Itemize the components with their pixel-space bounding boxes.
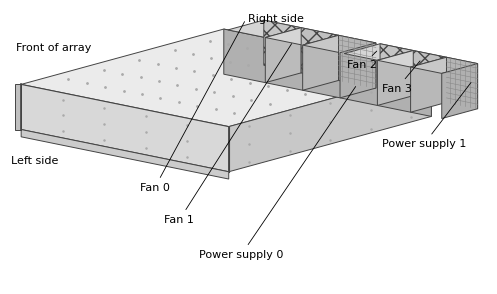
- Polygon shape: [21, 84, 229, 172]
- Polygon shape: [265, 28, 338, 45]
- Text: Fan 2: Fan 2: [347, 51, 377, 70]
- Polygon shape: [229, 71, 431, 172]
- Polygon shape: [224, 29, 431, 116]
- Polygon shape: [411, 57, 446, 112]
- Text: Fan 0: Fan 0: [140, 22, 245, 193]
- Polygon shape: [340, 43, 376, 98]
- Polygon shape: [380, 44, 414, 96]
- Text: Power supply 0: Power supply 0: [199, 86, 356, 260]
- Text: Fan 3: Fan 3: [382, 61, 420, 94]
- Polygon shape: [15, 84, 21, 130]
- Polygon shape: [446, 57, 478, 109]
- Text: Fan 1: Fan 1: [165, 44, 292, 225]
- Polygon shape: [303, 35, 338, 90]
- Polygon shape: [344, 44, 414, 60]
- Polygon shape: [21, 29, 431, 127]
- Text: Right side: Right side: [248, 14, 304, 24]
- Polygon shape: [338, 35, 376, 88]
- Polygon shape: [21, 130, 229, 179]
- Polygon shape: [265, 28, 301, 83]
- Polygon shape: [228, 20, 301, 38]
- Polygon shape: [442, 64, 478, 118]
- Polygon shape: [411, 57, 478, 74]
- Text: Left side: Left side: [11, 156, 59, 166]
- Polygon shape: [301, 28, 338, 81]
- Polygon shape: [264, 20, 301, 73]
- Polygon shape: [377, 51, 446, 67]
- Text: Front of array: Front of array: [16, 43, 91, 53]
- Polygon shape: [377, 51, 414, 106]
- Polygon shape: [414, 51, 446, 102]
- Text: Power supply 1: Power supply 1: [382, 83, 471, 149]
- Polygon shape: [303, 35, 376, 53]
